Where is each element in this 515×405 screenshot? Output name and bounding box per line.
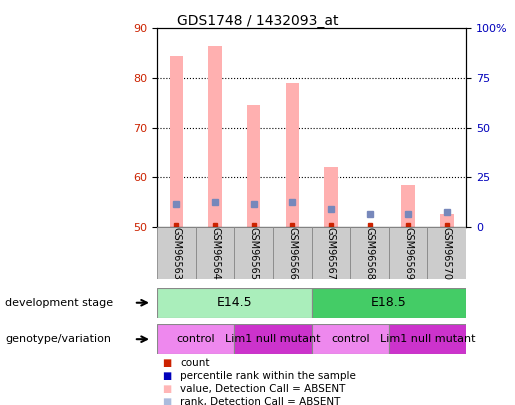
Text: E18.5: E18.5 [371, 296, 407, 309]
Bar [273, 227, 312, 279]
Text: ■: ■ [162, 397, 171, 405]
Text: genotype/variation: genotype/variation [5, 334, 111, 344]
Bar [169, 55, 183, 227]
Bar [196, 227, 234, 279]
Bar [389, 324, 466, 354]
Text: GSM96570: GSM96570 [442, 227, 452, 279]
Bar [157, 227, 196, 279]
Bar [312, 227, 350, 279]
Text: GSM96566: GSM96566 [287, 227, 297, 279]
Bar [208, 46, 222, 227]
Text: GSM96567: GSM96567 [326, 227, 336, 279]
Bar [350, 227, 389, 279]
Text: ■: ■ [162, 384, 171, 394]
Text: GSM96569: GSM96569 [403, 227, 413, 279]
Text: GDS1748 / 1432093_at: GDS1748 / 1432093_at [177, 14, 338, 28]
Text: percentile rank within the sample: percentile rank within the sample [180, 371, 356, 381]
Bar [389, 227, 427, 279]
Text: development stage: development stage [5, 298, 113, 308]
Bar [234, 227, 273, 279]
Bar [247, 105, 261, 227]
Text: control: control [176, 334, 215, 344]
Text: GSM96563: GSM96563 [171, 227, 181, 279]
Bar [427, 227, 466, 279]
Bar [312, 324, 389, 354]
Bar [440, 214, 454, 227]
Text: control: control [331, 334, 369, 344]
Text: Lim1 null mutant: Lim1 null mutant [380, 334, 475, 344]
Bar [285, 83, 299, 227]
Text: GSM96568: GSM96568 [365, 227, 374, 279]
Text: E14.5: E14.5 [216, 296, 252, 309]
Text: ■: ■ [162, 358, 171, 368]
Bar [157, 324, 234, 354]
Text: ■: ■ [162, 371, 171, 381]
Text: rank, Detection Call = ABSENT: rank, Detection Call = ABSENT [180, 397, 340, 405]
Text: Lim1 null mutant: Lim1 null mutant [225, 334, 321, 344]
Text: value, Detection Call = ABSENT: value, Detection Call = ABSENT [180, 384, 346, 394]
Text: GSM96564: GSM96564 [210, 227, 220, 279]
Text: count: count [180, 358, 210, 368]
Bar [157, 288, 312, 318]
Bar [324, 167, 338, 227]
Bar [312, 288, 466, 318]
Bar [401, 185, 415, 227]
Text: GSM96565: GSM96565 [249, 227, 259, 279]
Bar [234, 324, 312, 354]
